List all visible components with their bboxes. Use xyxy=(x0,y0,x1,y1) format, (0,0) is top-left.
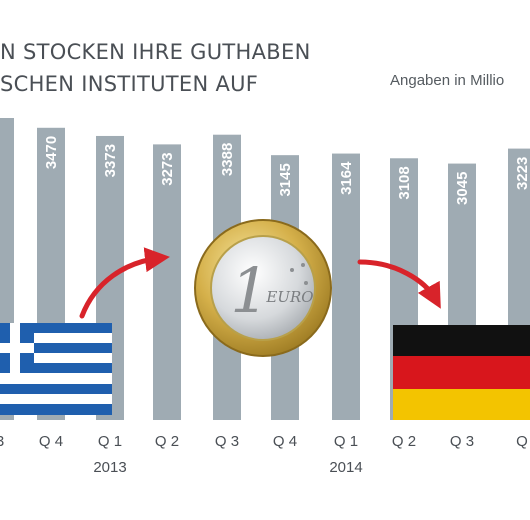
coin-text: EURO xyxy=(265,288,313,306)
x-axis-ticks: 3 Q 4 Q 1 Q 2 Q 3 Q 4 Q 1 Q 2 Q 3 Q 2013 2014 xyxy=(0,433,528,476)
bar-value-label: 3470 xyxy=(43,136,60,169)
bar xyxy=(153,144,181,420)
german-flag-icon xyxy=(393,325,530,420)
x-tick-label: 3 xyxy=(0,433,4,450)
x-tick-label: Q 3 xyxy=(215,433,239,450)
greek-flag-icon xyxy=(0,323,112,415)
bar-value-label: 3145 xyxy=(277,163,294,196)
bar-value-label: 3045 xyxy=(454,172,471,205)
x-tick-label: Q 3 xyxy=(450,433,474,450)
x-tick-label: Q xyxy=(516,433,528,450)
euro-coin-icon: 1 EURO xyxy=(194,219,332,357)
bar-value-label: 3388 xyxy=(219,143,236,176)
year-label: 2014 xyxy=(329,459,362,476)
coin-value: 1 xyxy=(230,254,269,327)
bar-value-label: 3164 xyxy=(338,161,355,195)
arrow-left-icon xyxy=(79,247,170,319)
x-tick-label: Q 1 xyxy=(98,433,122,450)
x-tick-label: Q 1 xyxy=(334,433,358,450)
chart-title-line-2: SCHEN INSTITUTEN AUF xyxy=(0,72,259,96)
bar xyxy=(332,153,360,420)
bar-value-label: 3223 xyxy=(514,157,530,190)
x-tick-label: Q 2 xyxy=(155,433,179,450)
chart-title-line-1: N STOCKEN IHRE GUTHABEN xyxy=(0,40,311,64)
x-tick-label: Q 4 xyxy=(273,433,297,450)
bar-value-label: 3273 xyxy=(159,152,176,185)
year-label: 2013 xyxy=(93,459,126,476)
value-labels-layer: 3470 3373 3273 3388 3145 3164 3108 3045 3223 xyxy=(43,136,530,205)
arrow-right-icon xyxy=(357,259,441,309)
unit-label: Angaben in Millio xyxy=(390,72,505,89)
bar-value-label: 3108 xyxy=(396,166,413,199)
x-tick-label: Q 4 xyxy=(39,433,63,450)
x-tick-label: Q 2 xyxy=(392,433,416,450)
bar-value-label: 3373 xyxy=(102,144,119,177)
